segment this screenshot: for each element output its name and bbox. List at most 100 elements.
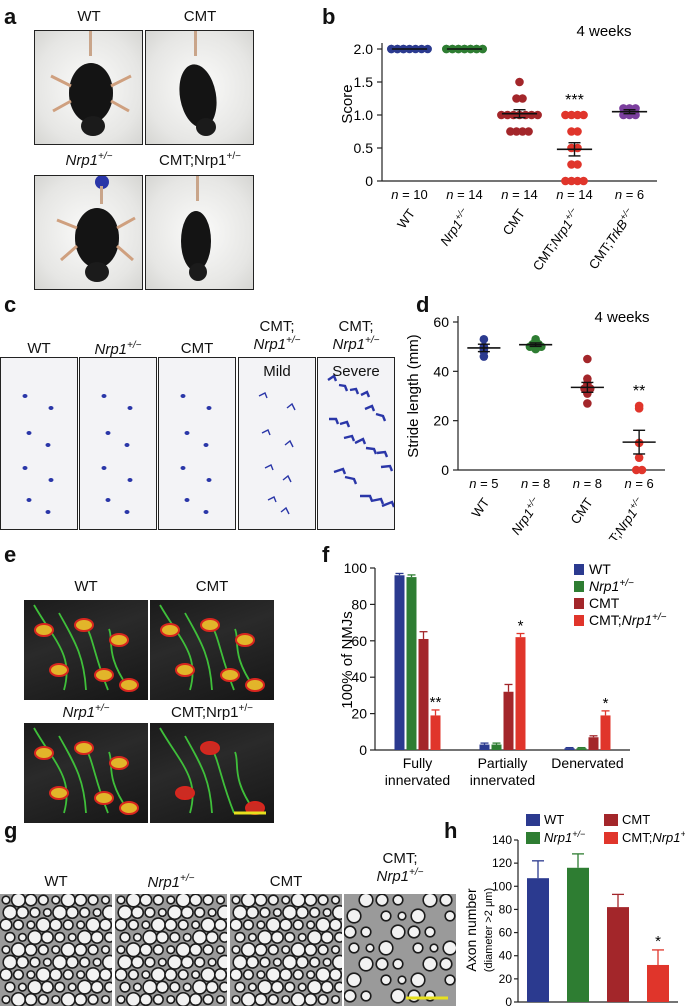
axon-lumen	[14, 920, 23, 929]
x-tick-label: Denervated	[551, 755, 623, 771]
axon-lumen	[69, 984, 76, 991]
axon-lumen	[380, 942, 392, 954]
footprint	[105, 431, 111, 435]
x-tick-label: Nrp1+/−	[436, 206, 473, 249]
legend-label: WT	[589, 561, 611, 577]
nmj-innervation-bar-chart: 100% of NMJs 020406080100Fullyinnervated…	[339, 560, 667, 788]
n-label: n = 5	[469, 476, 498, 491]
axon-lumen	[129, 970, 138, 979]
axon-lumen	[116, 919, 126, 930]
axon-lumen	[234, 956, 246, 969]
significance-marker: **	[430, 694, 442, 711]
panel-label-g: g	[4, 818, 18, 843]
y-tick-label: 0	[441, 462, 449, 478]
panel-label-h: h	[444, 818, 458, 843]
panel-g-title-nrp1: Nrp1+/−	[147, 873, 195, 891]
axon-lumen	[305, 895, 316, 905]
axon-lumen	[204, 945, 213, 954]
footprint	[26, 498, 32, 502]
data-point	[573, 160, 582, 169]
axon-lumen	[322, 932, 333, 943]
data-point	[625, 104, 634, 113]
axon-lumen	[44, 909, 51, 916]
footprint	[206, 478, 212, 482]
axon-lumen	[299, 984, 306, 991]
footprint	[206, 406, 212, 410]
axon-lumen	[220, 983, 227, 992]
data-point	[579, 176, 588, 186]
nmj-endplate	[119, 801, 139, 815]
axon-lumen	[362, 992, 370, 1000]
data-point	[515, 77, 524, 87]
axon-lumen	[233, 996, 239, 1003]
axon-lumen	[294, 920, 303, 929]
footprint	[280, 506, 290, 515]
axon-lumen	[127, 993, 140, 1006]
axon-lumen	[333, 906, 342, 919]
severity-label-severe: Severe	[332, 363, 380, 380]
axon-lumen	[67, 957, 78, 968]
bar	[479, 744, 490, 750]
axon-lumen	[177, 943, 190, 956]
axon-lumen	[269, 896, 278, 904]
axon-lumen	[3, 996, 9, 1003]
chart-h-ylabel: Axon number	[463, 888, 479, 972]
axon-lumen	[247, 957, 258, 968]
axon-lumen	[25, 994, 36, 1005]
data-point	[423, 44, 432, 54]
nmj-endplate	[220, 668, 240, 682]
axon-lumen	[297, 957, 308, 968]
y-tick-label: 1.0	[354, 107, 374, 123]
axon-lumen	[412, 974, 424, 986]
axon-lumen	[44, 959, 51, 966]
data-point	[573, 143, 582, 153]
axon-lumen	[50, 919, 61, 930]
axon-lumen	[242, 943, 255, 956]
axon-lumen	[446, 976, 454, 984]
axon-lumen	[78, 981, 91, 994]
axon-lumen	[102, 996, 109, 1003]
axon-lumen	[55, 983, 64, 992]
footprint-panel	[158, 357, 236, 530]
axon-lumen	[333, 956, 342, 969]
axon-lumen	[143, 981, 156, 994]
axon-lumen	[165, 969, 176, 980]
legend-swatch	[526, 814, 540, 826]
axon-lumen	[25, 895, 36, 905]
axon-lumen	[348, 974, 360, 986]
footprint	[101, 466, 107, 470]
axon-lumen	[280, 919, 291, 930]
score-scatter-chart: 4 weeks Score 0 0.5 1.0 1.5 2.0 n = 10 WT n = 1…	[339, 23, 657, 273]
data-point	[573, 110, 582, 120]
axon-lumen	[382, 912, 390, 920]
axon-lumen	[255, 895, 266, 905]
axon-lumen	[348, 910, 360, 922]
footprint	[365, 446, 378, 455]
axon-lumen	[52, 946, 59, 953]
axon-lumen	[332, 996, 339, 1003]
axon-lumen	[152, 968, 165, 981]
footprint	[349, 387, 360, 395]
axon-lumen	[55, 933, 64, 942]
bar	[600, 715, 611, 750]
x-tick-label: innervated	[385, 772, 450, 788]
panel-label-b: b	[322, 4, 336, 29]
axon-lumen	[269, 945, 278, 954]
panel-a-title-cmt-nrp1: CMT;Nrp1+/−	[159, 151, 241, 169]
mouse-photo-wt	[34, 30, 143, 145]
axon-lumen	[102, 897, 109, 903]
axon-strand	[184, 735, 213, 814]
axon-lumen	[332, 946, 339, 953]
axon-strand	[58, 735, 87, 814]
axon-lumen	[217, 946, 224, 953]
axon-lumen	[217, 897, 224, 903]
axon-lumen	[154, 945, 163, 954]
axon-lumen	[272, 932, 283, 943]
nmj-endplate	[109, 756, 129, 770]
axon-lumen	[119, 906, 131, 919]
axon-lumen	[392, 990, 404, 1002]
axon-lumen	[249, 984, 256, 991]
y-tick-label: 1.5	[354, 74, 374, 90]
data-point	[512, 94, 521, 103]
bar	[576, 748, 587, 750]
